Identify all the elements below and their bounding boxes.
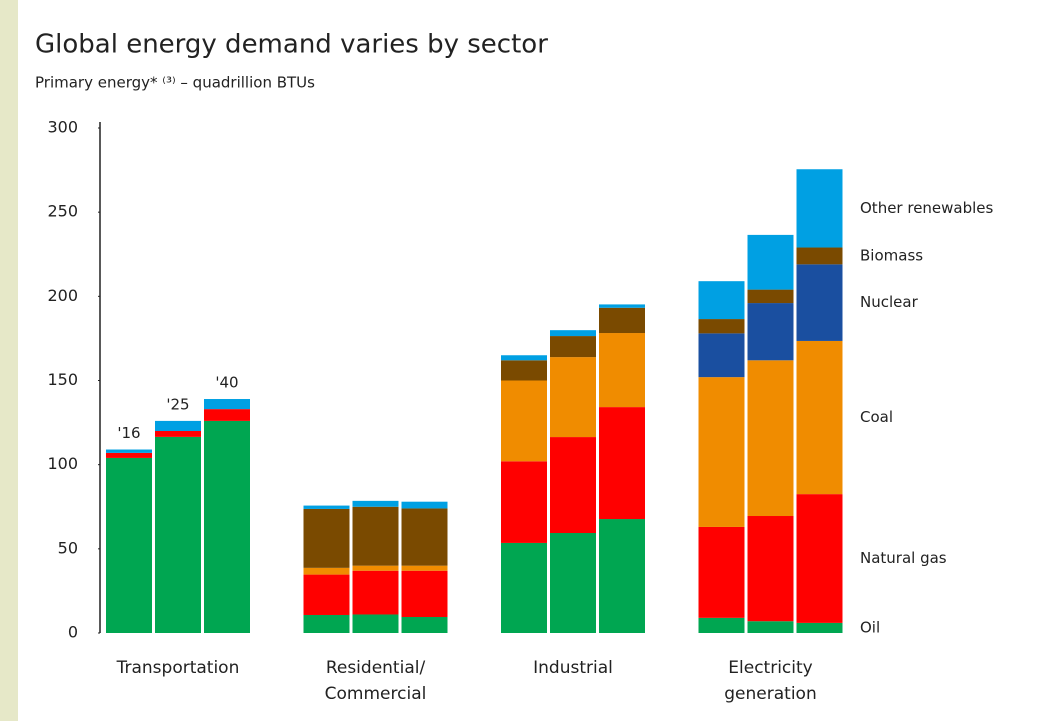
y-tick-label: 50 [58,538,78,557]
y-tick-label: 200 [47,286,78,305]
y-tick-label: 150 [47,370,78,389]
group-label: Residential/ Commercial [324,658,427,704]
left-decoration [0,0,18,721]
bar-segment [352,614,399,633]
bar-segment [352,506,399,566]
bar-segment [550,533,596,633]
legend-label: Biomass [860,246,923,264]
y-tick-label: 250 [47,202,78,221]
bar-segment [501,542,547,633]
bar-segment [106,457,152,633]
bar-segment [401,501,448,509]
bar-label: '16 [117,424,140,442]
bar-segment [106,449,152,453]
bar-segment [352,565,399,571]
bar-segment [796,264,843,341]
bar-segment [352,500,399,507]
bar-label: '40 [215,374,238,392]
bar-segment [204,420,250,633]
bar-segment [698,333,745,378]
bar-segment [501,355,547,361]
bar-segment [303,567,350,575]
bar-segment [303,574,350,615]
bar-segment [747,289,794,304]
legend-label: Oil [860,618,880,636]
bar-segment [303,614,350,633]
bar-segment [796,169,843,248]
bar-segment [155,436,201,633]
group-label: Electricity generation [724,658,817,704]
bar-segment [747,303,794,361]
bar-segment [747,621,794,633]
bar-segment [747,234,794,290]
bar-segment [796,340,843,495]
bar-segment [106,452,152,458]
bar-segment [155,431,201,437]
bar-segment [550,336,596,358]
bar-segment [501,360,547,381]
y-tick-label: 100 [47,454,78,473]
bar-segment [204,409,250,421]
bar-segment [796,247,843,265]
group-label: Transportation [116,658,240,678]
group-label: Industrial [533,658,613,678]
legend-label: Other renewables [860,199,994,217]
bar-segment [155,420,201,431]
y-tick-label: 300 [47,118,78,137]
bar-segment [698,281,745,320]
bar-segment [204,399,250,410]
legend-label: Natural gas [860,549,947,567]
bar-segment [401,565,448,571]
bar-segment [599,304,645,308]
y-tick-label: 0 [68,623,78,642]
bar-segment [550,437,596,534]
bar-segment [599,407,645,520]
bar-segment [501,380,547,462]
bar-segment [550,330,596,337]
bar-segment [352,570,399,615]
bar-segment [303,508,350,568]
bar-segment [698,526,745,618]
bar-segment [599,333,645,408]
bar-segment [401,570,448,618]
bar-segment [747,516,794,622]
legend-label: Nuclear [860,293,919,311]
legend-label: Coal [860,408,893,426]
bar-segment [698,377,745,527]
bar-segment [599,519,645,633]
bar-segment [401,617,448,633]
bar-segment [796,494,843,623]
bar-segment [401,508,448,566]
bar-segment [550,357,596,438]
bar-segment [698,319,745,334]
chart-subtitle: Primary energy* ⁽³⁾ – quadrillion BTUs [35,74,315,92]
bar-segment [501,461,547,543]
bar-segment [698,617,745,633]
bar-segment [303,505,350,509]
bar-segment [747,360,794,517]
bar-label: '25 [166,395,189,413]
bar-segment [599,307,645,334]
chart-title: Global energy demand varies by sector [35,30,548,60]
bar-segment [796,622,843,633]
